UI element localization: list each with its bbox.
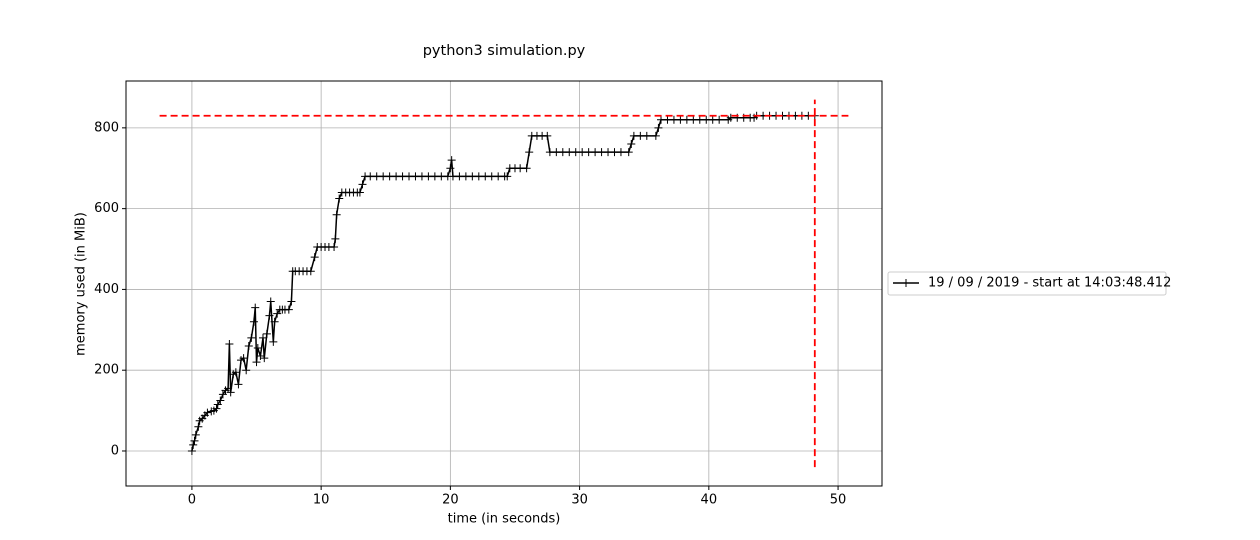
data-point xyxy=(216,396,225,405)
data-point xyxy=(446,164,455,173)
data-point xyxy=(287,297,296,306)
data-point xyxy=(358,180,367,189)
data-point xyxy=(252,358,261,367)
data-point xyxy=(253,343,262,352)
data-point xyxy=(260,354,269,363)
data-point xyxy=(242,366,251,375)
data-point xyxy=(256,352,265,361)
data-point xyxy=(330,243,339,252)
data-point xyxy=(224,384,233,393)
chart-title: python3 simulation.py xyxy=(423,43,586,59)
data-point xyxy=(306,267,315,276)
data-point xyxy=(522,164,531,173)
data-point xyxy=(332,210,341,219)
data-point xyxy=(335,194,344,203)
data-point xyxy=(642,131,651,140)
data-point xyxy=(447,156,456,165)
data-point xyxy=(231,368,240,377)
data-point xyxy=(191,430,200,439)
y-tick-label: 600 xyxy=(94,201,119,216)
data-point xyxy=(503,172,512,181)
y-tick-label: 200 xyxy=(94,363,119,378)
data-point xyxy=(651,131,660,140)
data-point xyxy=(218,390,227,399)
data-point xyxy=(194,422,203,431)
legend-marker xyxy=(902,279,910,287)
x-tick-label: 20 xyxy=(442,493,459,508)
data-point xyxy=(355,188,364,197)
data-point xyxy=(190,436,199,445)
data-point xyxy=(624,148,633,157)
data-point xyxy=(616,148,625,157)
data-point xyxy=(310,253,319,262)
data-point xyxy=(269,337,278,346)
legend: 19 / 09 / 2019 - start at 14:03:48.412 xyxy=(887,271,1171,296)
data-point xyxy=(251,303,260,312)
data-point xyxy=(262,329,271,338)
data-point xyxy=(258,333,267,342)
data-point xyxy=(226,388,235,397)
grid xyxy=(126,81,882,486)
data-point xyxy=(213,400,222,409)
y-tick-label: 0 xyxy=(111,443,119,458)
data-point xyxy=(249,317,258,326)
data-point xyxy=(284,305,293,314)
data-point xyxy=(212,404,221,413)
data-point xyxy=(247,333,256,342)
data-point xyxy=(543,131,552,140)
axes-frame xyxy=(125,80,883,487)
data-point xyxy=(654,123,663,132)
data-point xyxy=(189,440,198,449)
data-point xyxy=(270,317,279,326)
x-tick-label: 50 xyxy=(830,493,847,508)
data-point xyxy=(627,140,636,149)
data-point xyxy=(203,408,212,417)
data-point xyxy=(273,309,282,318)
x-tick-label: 30 xyxy=(571,493,588,508)
data-point xyxy=(239,354,248,363)
x-axis-label: time (in seconds) xyxy=(448,512,561,527)
data-point xyxy=(525,148,534,157)
data-point xyxy=(187,446,196,455)
data-point xyxy=(266,297,275,306)
y-tick-label: 800 xyxy=(94,120,119,135)
y-axis-label: memory used (in MiB) xyxy=(74,212,89,356)
x-tick-label: 10 xyxy=(313,493,330,508)
x-tick-label: 0 xyxy=(188,493,196,508)
data-point xyxy=(265,311,274,320)
plot-area xyxy=(159,99,849,468)
legend-label: 19 / 09 / 2019 - start at 14:03:48.412 xyxy=(928,276,1171,291)
data-point xyxy=(234,380,243,389)
y-tick-label: 400 xyxy=(94,282,119,297)
data-point xyxy=(225,339,234,348)
data-point xyxy=(715,115,724,124)
legend-box xyxy=(887,271,1167,296)
data-point xyxy=(244,341,253,350)
data-point xyxy=(331,234,340,243)
x-tick-label: 40 xyxy=(701,493,718,508)
